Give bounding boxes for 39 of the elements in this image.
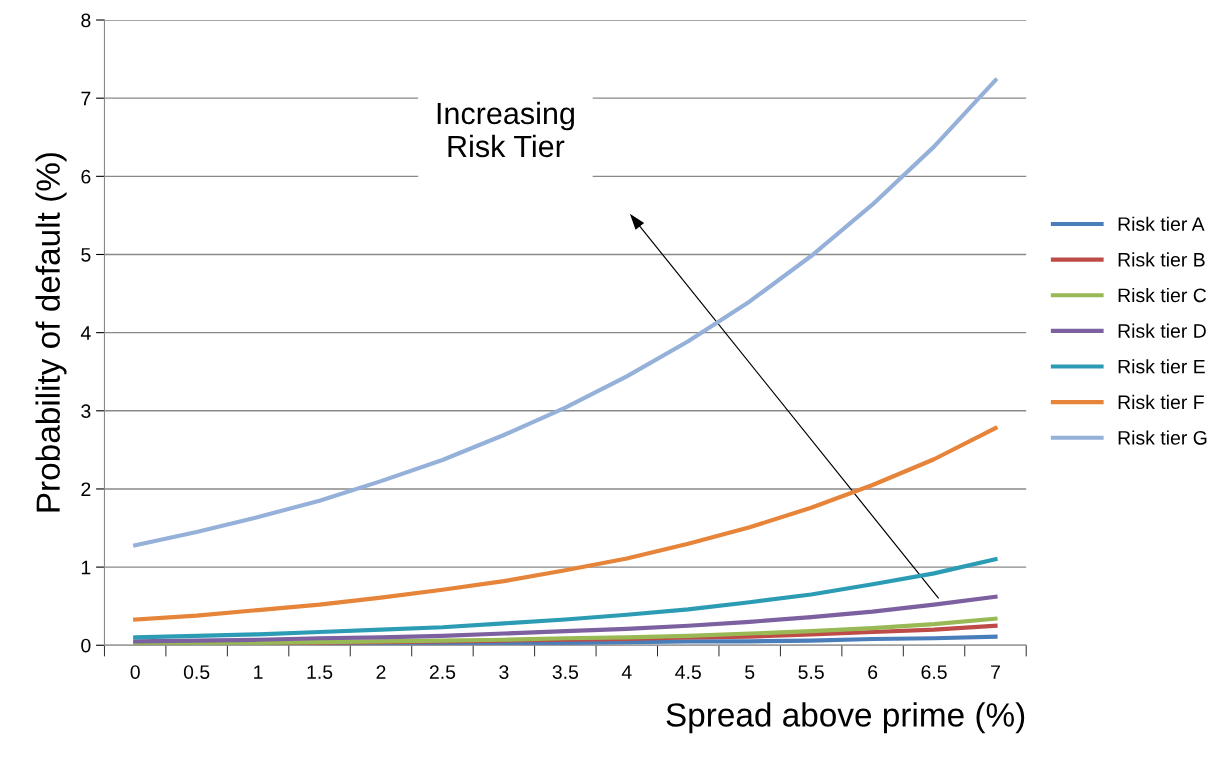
y-tick-label: 8 (81, 13, 91, 28)
legend-label: Risk tier A (1118, 216, 1205, 231)
y-tick-label: 4 (80, 326, 91, 340)
x-tick-label: 6.5 (921, 665, 947, 679)
y-tick-label: 0 (81, 638, 91, 653)
x-tick-label: 5.5 (798, 665, 824, 679)
y-axis-title: Probability of default (%) (35, 153, 67, 512)
x-tick-label: 0 (130, 665, 140, 679)
legend-label: Risk tier E (1118, 359, 1205, 374)
y-tick-label: 2 (81, 482, 91, 496)
line-series (133, 616, 998, 646)
line-series (133, 594, 998, 644)
x-tick-label: 4 (621, 665, 632, 679)
x-tick-label: 5 (745, 665, 755, 679)
legend-label: Risk tier G (1118, 430, 1207, 445)
legend-label: Risk tier B (1118, 252, 1205, 267)
legend-label: Risk tier C (1118, 287, 1207, 303)
legend-label: Risk tier D (1118, 323, 1206, 338)
line-series (133, 78, 998, 548)
x-tick-label: 3 (499, 665, 509, 679)
y-tick-label: 3 (81, 404, 91, 419)
legend-label: Risk tier F (1118, 394, 1204, 410)
y-tick-label: 1 (81, 560, 91, 575)
x-tick-label: 0.5 (183, 665, 210, 679)
y-tick-label: 5 (81, 248, 91, 262)
x-tick-label: 7 (991, 665, 1000, 679)
x-tick-label: 2.5 (429, 665, 456, 679)
line-series (133, 425, 998, 622)
x-tick-label: 3.5 (552, 665, 579, 679)
y-tick-label: 6 (81, 169, 91, 184)
annotation: Increasing Risk Tier (437, 101, 574, 158)
x-tick-label: 1 (254, 665, 263, 679)
x-tick-label: 4.5 (675, 665, 701, 679)
x-tick-label: 6 (868, 665, 878, 679)
x-tick-label: 1.5 (307, 665, 333, 679)
line-series (133, 557, 998, 640)
x-axis-title: Spread above prime (%) (666, 702, 1025, 734)
y-tick-label: 7 (81, 91, 91, 106)
x-tick-label: 2 (376, 665, 386, 679)
